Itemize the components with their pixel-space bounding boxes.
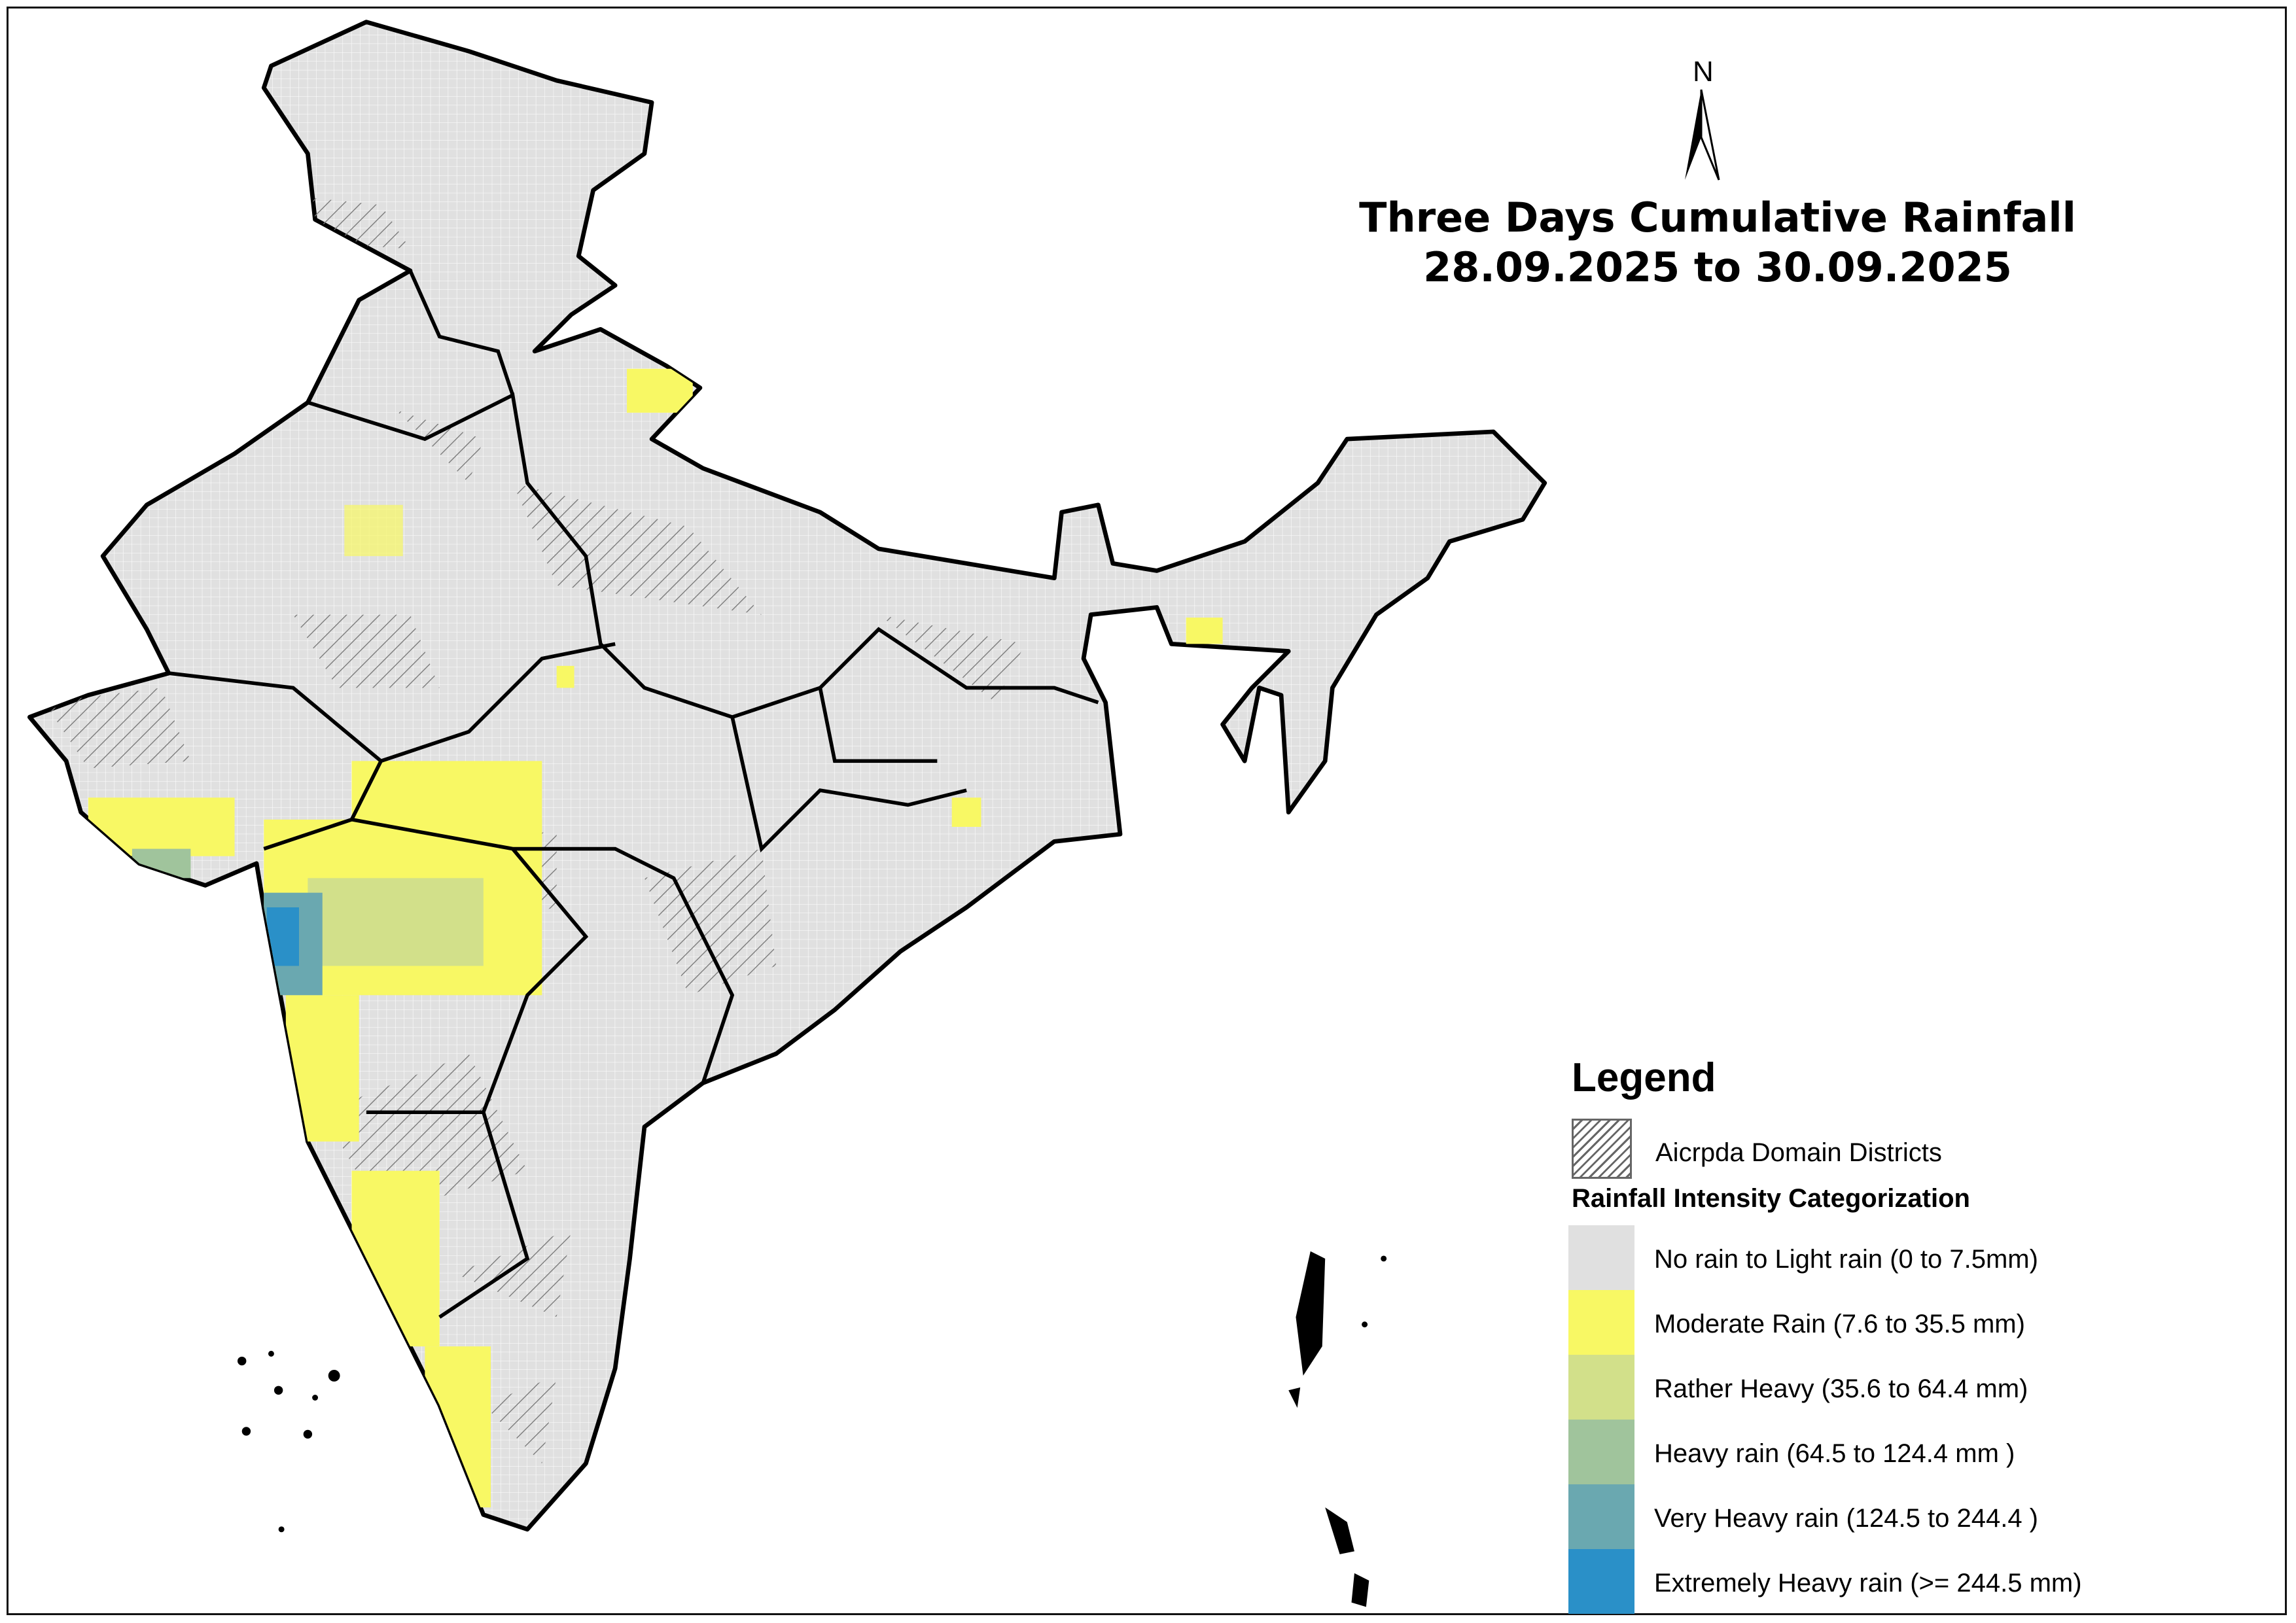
north-arrow-icon: N	[1672, 56, 1731, 181]
legend-category-label: Heavy rain (64.5 to 124.4 mm )	[1654, 1439, 2015, 1468]
map-frame	[7, 7, 2287, 1615]
map-title: Three Days Cumulative Rainfall	[1359, 194, 2076, 241]
legend-swatch	[1568, 1225, 1634, 1290]
legend-domain-label: Aicrpda Domain Districts	[1655, 1138, 1942, 1167]
legend-swatch	[1568, 1484, 1634, 1549]
legend-category-heading: Rainfall Intensity Categorization	[1572, 1184, 1970, 1213]
legend-category-label: No rain to Light rain (0 to 7.5mm)	[1654, 1245, 2038, 1274]
moderate-rain-patch	[285, 995, 359, 1142]
north-label: N	[1693, 56, 1714, 88]
legend-swatch	[1568, 1290, 1634, 1355]
legend-heading: Legend	[1572, 1055, 1716, 1100]
rather-heavy-patch	[308, 878, 484, 966]
legend-category-label: Rather Heavy (35.6 to 64.4 mm)	[1654, 1374, 2028, 1403]
island-groups	[237, 1251, 1387, 1607]
moderate-rain-patch	[627, 368, 693, 413]
legend-swatch	[1568, 1549, 1634, 1614]
moderate-rain-patch	[556, 665, 574, 688]
moderate-rain-patch	[425, 1346, 491, 1508]
rainfall-patches	[44, 190, 1223, 1508]
heavy-rain-patch	[132, 848, 191, 879]
state-boundaries	[168, 270, 1099, 1319]
moderate-rain-patch	[344, 504, 403, 557]
legend-category-label: Very Heavy rain (124.5 to 244.4 )	[1654, 1504, 2038, 1533]
moderate-rain-patch	[1186, 618, 1223, 644]
legend-category-label: Moderate Rain (7.6 to 35.5 mm)	[1654, 1310, 2025, 1338]
legend-category-label: Extremely Heavy rain (>= 244.5 mm)	[1654, 1569, 2082, 1597]
legend-swatch	[1568, 1355, 1634, 1420]
moderate-rain-patch	[88, 797, 235, 856]
legend-swatch	[1568, 1420, 1634, 1484]
moderate-rain-patch	[951, 797, 981, 827]
map-date-range: 28.09.2025 to 30.09.2025	[1423, 243, 2012, 291]
hatch-swatch-icon	[1572, 1119, 1632, 1179]
